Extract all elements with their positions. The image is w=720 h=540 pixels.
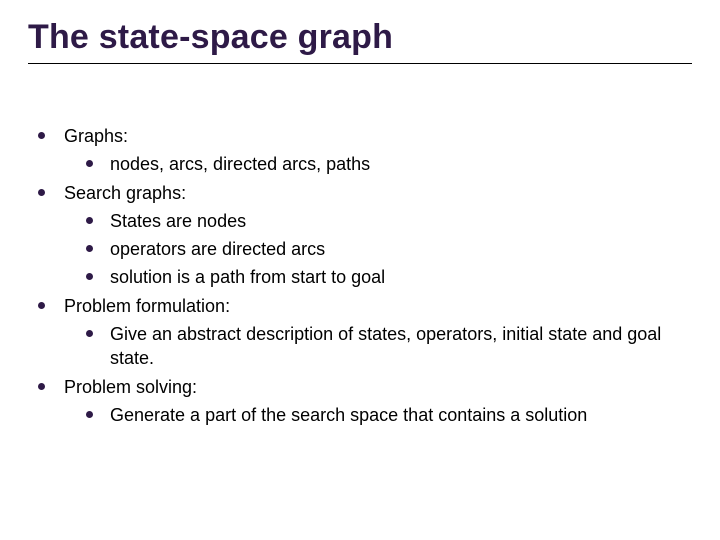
list-item-label: Problem formulation: — [64, 296, 230, 316]
list-item: Search graphs: States are nodes operator… — [36, 181, 692, 290]
sub-bullet-list: States are nodes operators are directed … — [64, 209, 692, 290]
bullet-list: Graphs: nodes, arcs, directed arcs, path… — [36, 124, 692, 427]
list-item-label: operators are directed arcs — [110, 239, 325, 259]
list-item-label: Problem solving: — [64, 377, 197, 397]
list-item-label: Give an abstract description of states, … — [110, 324, 661, 368]
list-item-label: nodes, arcs, directed arcs, paths — [110, 154, 370, 174]
list-item: Problem formulation: Give an abstract de… — [36, 294, 692, 371]
slide: The state-space graph Graphs: nodes, arc… — [0, 0, 720, 540]
list-item-label: States are nodes — [110, 211, 246, 231]
list-item-label: Search graphs: — [64, 183, 186, 203]
list-item: operators are directed arcs — [84, 237, 692, 261]
list-item: Generate a part of the search space that… — [84, 403, 692, 427]
sub-bullet-list: nodes, arcs, directed arcs, paths — [64, 152, 692, 176]
list-item: Graphs: nodes, arcs, directed arcs, path… — [36, 124, 692, 177]
slide-title: The state-space graph — [28, 18, 692, 57]
sub-bullet-list: Give an abstract description of states, … — [64, 322, 692, 371]
list-item: States are nodes — [84, 209, 692, 233]
list-item: solution is a path from start to goal — [84, 265, 692, 289]
list-item-label: Generate a part of the search space that… — [110, 405, 587, 425]
title-rule — [28, 63, 692, 64]
slide-body: Graphs: nodes, arcs, directed arcs, path… — [28, 124, 692, 427]
sub-bullet-list: Generate a part of the search space that… — [64, 403, 692, 427]
list-item: nodes, arcs, directed arcs, paths — [84, 152, 692, 176]
list-item: Give an abstract description of states, … — [84, 322, 692, 371]
list-item: Problem solving: Generate a part of the … — [36, 375, 692, 428]
list-item-label: Graphs: — [64, 126, 128, 146]
list-item-label: solution is a path from start to goal — [110, 267, 385, 287]
